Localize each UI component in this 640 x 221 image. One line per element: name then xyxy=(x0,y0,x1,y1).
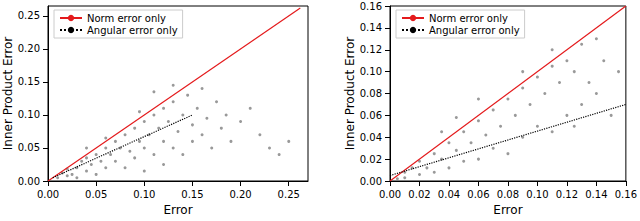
svg-text:0.10: 0.10 xyxy=(526,189,548,200)
svg-text:0.08: 0.08 xyxy=(497,189,519,200)
svg-text:Error: Error xyxy=(493,203,522,217)
svg-text:0.08: 0.08 xyxy=(360,88,382,99)
svg-text:0.02: 0.02 xyxy=(360,154,382,165)
svg-text:Inner Product Error: Inner Product Error xyxy=(1,37,15,151)
svg-text:0.05: 0.05 xyxy=(18,142,40,153)
svg-text:0.14: 0.14 xyxy=(360,22,382,33)
svg-text:0.15: 0.15 xyxy=(181,189,203,200)
svg-text:0.06: 0.06 xyxy=(360,110,382,121)
svg-text:0.16: 0.16 xyxy=(615,189,637,200)
svg-text:0.06: 0.06 xyxy=(467,189,489,200)
svg-text:0.10: 0.10 xyxy=(133,189,155,200)
svg-text:Inner Product Error: Inner Product Error xyxy=(343,37,357,151)
svg-text:0.25: 0.25 xyxy=(278,189,300,200)
svg-text:0.14: 0.14 xyxy=(585,189,607,200)
svg-text:Angular error only: Angular error only xyxy=(87,25,178,36)
svg-text:0.00: 0.00 xyxy=(360,176,382,187)
svg-text:Norm error only: Norm error only xyxy=(87,13,166,24)
svg-text:0.04: 0.04 xyxy=(360,132,382,143)
svg-text:0.25: 0.25 xyxy=(18,10,40,21)
svg-text:0.20: 0.20 xyxy=(229,189,251,200)
svg-text:0.16: 0.16 xyxy=(360,1,382,12)
svg-text:0.00: 0.00 xyxy=(379,189,401,200)
svg-text:0.10: 0.10 xyxy=(18,109,40,120)
svg-text:0.04: 0.04 xyxy=(438,189,460,200)
svg-text:Norm error only: Norm error only xyxy=(429,13,508,24)
svg-text:0.05: 0.05 xyxy=(85,189,107,200)
svg-text:0.20: 0.20 xyxy=(18,43,40,54)
svg-text:Error: Error xyxy=(163,203,192,217)
svg-text:0.02: 0.02 xyxy=(408,189,430,200)
svg-text:0.10: 0.10 xyxy=(360,66,382,77)
svg-text:0.00: 0.00 xyxy=(18,176,40,187)
svg-text:0.12: 0.12 xyxy=(556,189,578,200)
svg-text:0.15: 0.15 xyxy=(18,76,40,87)
svg-text:Angular error only: Angular error only xyxy=(429,25,520,36)
svg-text:0.12: 0.12 xyxy=(360,44,382,55)
svg-text:0.00: 0.00 xyxy=(37,189,59,200)
